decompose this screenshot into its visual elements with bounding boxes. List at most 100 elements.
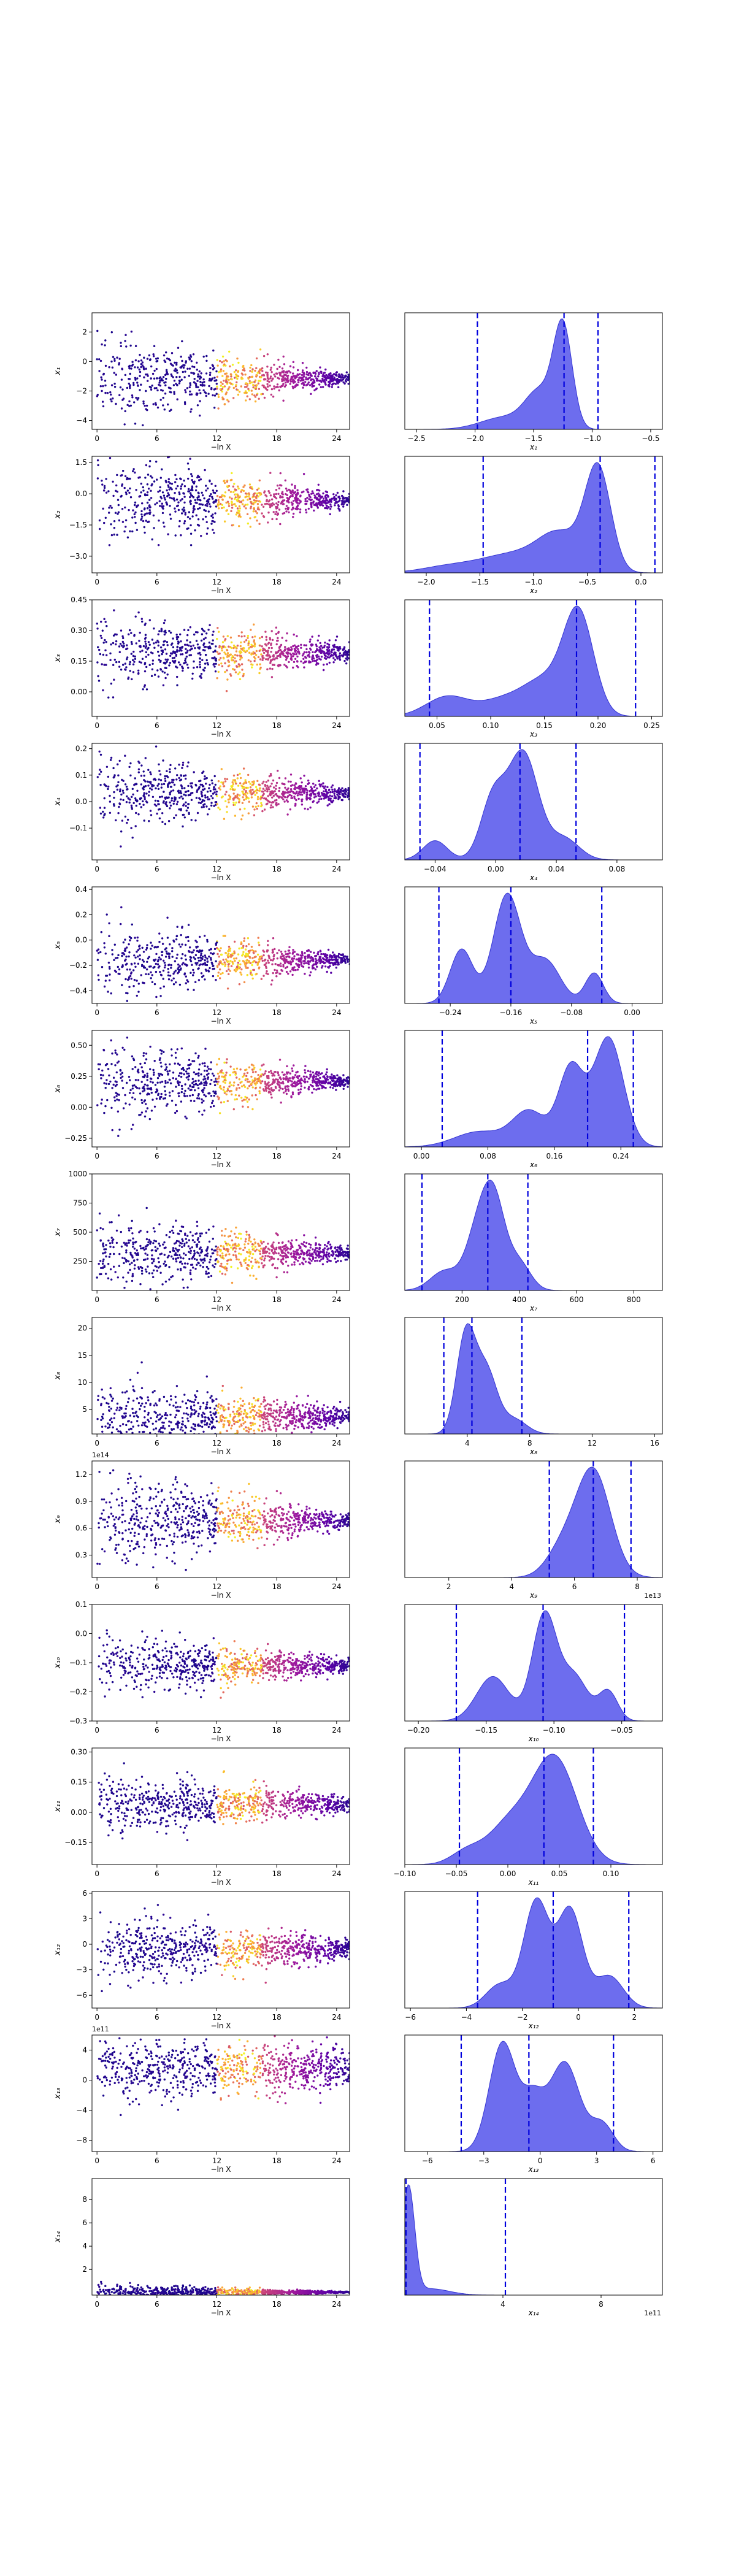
trace-point [156, 784, 159, 787]
trace-point [225, 970, 228, 973]
trace-point [248, 781, 250, 783]
trace-point [335, 654, 337, 657]
trace-point [299, 380, 302, 382]
trace-point [102, 689, 104, 692]
trace-point [158, 783, 160, 786]
trace-point [270, 388, 274, 391]
trace-point [134, 378, 137, 381]
trace-point [103, 797, 105, 800]
trace-point [151, 538, 153, 541]
trace-point [305, 373, 308, 375]
trace-point [321, 957, 324, 960]
trace-point [190, 408, 193, 410]
trace-point [269, 807, 272, 809]
trace-point [266, 383, 269, 385]
trace-point [335, 791, 338, 794]
trace-point [156, 800, 159, 802]
trace-point [294, 651, 297, 653]
trace-point [270, 498, 274, 500]
trace-point [258, 487, 260, 490]
trace-point [210, 795, 213, 797]
trace-point [245, 786, 248, 789]
trace-point [147, 521, 149, 523]
trace-point [101, 629, 104, 632]
trace-point [151, 1081, 154, 1084]
trace-point [218, 949, 221, 953]
trace-point [162, 376, 165, 378]
trace-point [183, 509, 186, 512]
trace-point [209, 1083, 212, 1086]
trace-point [174, 1111, 177, 1114]
trace-point [251, 636, 254, 638]
trace-point [280, 951, 283, 953]
trace-point [114, 512, 117, 514]
trace-point [214, 788, 217, 791]
trace-point [147, 784, 150, 787]
trace-point [328, 651, 330, 653]
trace-point [176, 638, 178, 640]
trace-point [221, 383, 224, 385]
trace-point [133, 661, 136, 663]
trace-point [135, 783, 137, 785]
trace-point [163, 354, 166, 357]
trace-point [105, 478, 107, 480]
trace-point [205, 783, 207, 785]
trace-point [210, 388, 213, 391]
trace-point [96, 329, 99, 332]
trace-point [100, 1102, 102, 1105]
trace-point [128, 382, 130, 385]
trace-point [249, 526, 251, 528]
trace-point [316, 654, 319, 656]
trace-point [218, 968, 221, 971]
trace-point [243, 647, 245, 650]
trace-point [104, 953, 107, 955]
posterior-x-tick-label: 0.00 [624, 1008, 640, 1017]
trace-point [280, 953, 283, 956]
trace-point [248, 381, 251, 385]
trace-point [212, 792, 215, 795]
trace-point [248, 398, 251, 401]
trace-point [251, 664, 254, 666]
trace-point [179, 366, 182, 369]
trace-point [316, 639, 319, 642]
trace-point [281, 380, 283, 383]
trace-point [276, 513, 278, 516]
trace-point [266, 385, 269, 388]
trace-point [290, 646, 293, 648]
trace-point [142, 486, 144, 489]
trace-point [319, 962, 321, 965]
trace-point [236, 500, 239, 502]
trace-point [244, 651, 247, 654]
trace-point [230, 646, 233, 650]
trace-point [332, 964, 335, 967]
trace-point [287, 972, 289, 975]
trace-point [122, 799, 125, 802]
trace-x-tick-label: 18 [272, 721, 282, 730]
trace-point [175, 1078, 177, 1081]
trace-point [313, 659, 316, 662]
trace-x-tick-label: 24 [332, 434, 341, 443]
trace-point [171, 657, 174, 659]
posterior-x-tick-label: −0.04 [424, 865, 447, 873]
trace-point [163, 643, 165, 646]
trace-point [132, 509, 134, 512]
trace-point [150, 814, 153, 816]
trace-point [124, 506, 126, 509]
trace-point [224, 780, 227, 783]
trace-point [332, 373, 335, 375]
trace-point [328, 643, 331, 646]
trace-point [221, 390, 223, 393]
trace-point [168, 953, 171, 955]
trace-point [328, 956, 331, 958]
trace-point [341, 502, 343, 504]
trace-point [261, 370, 264, 372]
trace-point [272, 658, 274, 661]
trace-point [206, 957, 209, 960]
trace-point [130, 978, 132, 980]
trace-point [321, 785, 324, 788]
trace-point [262, 647, 264, 650]
trace-point [109, 391, 112, 394]
trace-point [296, 635, 298, 637]
trace-point [282, 496, 284, 499]
trace-point [222, 370, 224, 372]
